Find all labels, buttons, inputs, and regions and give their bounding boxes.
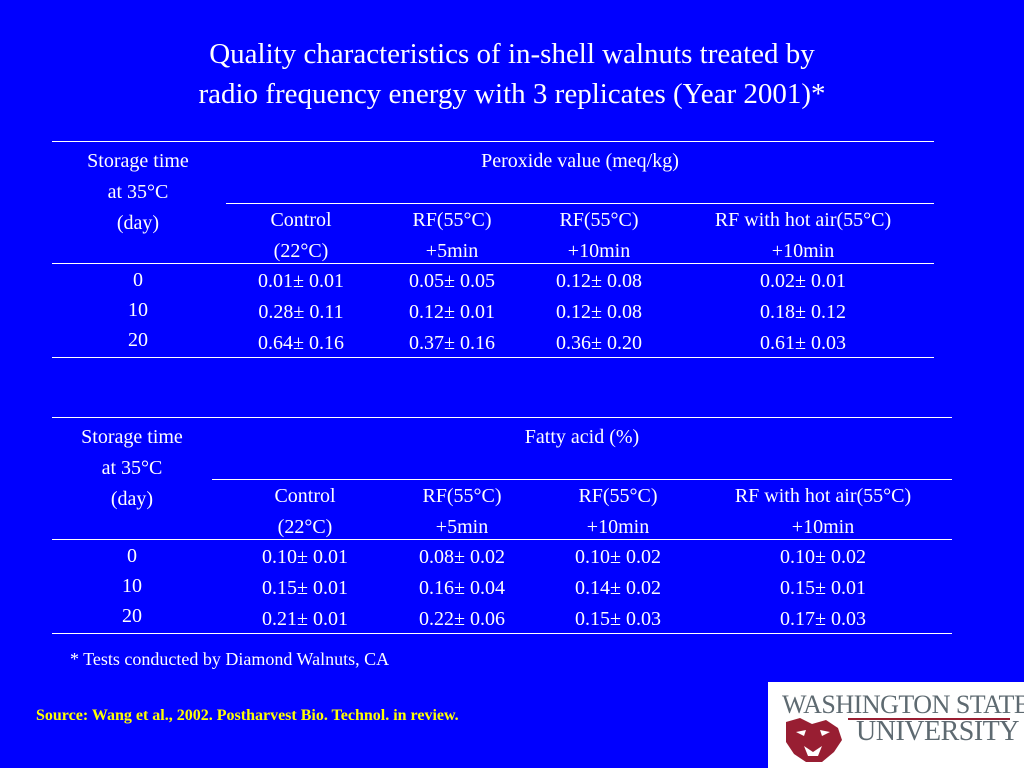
- table-cell: 0.01± 0.01: [258, 270, 344, 292]
- table-rule-top: [52, 417, 952, 418]
- logo-divider: [848, 718, 1010, 720]
- table-cell: 0.22± 0.06: [419, 608, 505, 630]
- table-cell: 0.15± 0.03: [575, 608, 661, 630]
- title-line-1: Quality characteristics of in-shell waln…: [209, 38, 815, 70]
- logo-line-1: WASHINGTON STATE: [782, 690, 1024, 719]
- table-rule-bottom: [52, 357, 934, 358]
- table-cell: 0.16± 0.04: [419, 577, 505, 599]
- column-header-rf-hot-air: RF with hot air(55°C) +10min: [734, 485, 912, 538]
- values-rf-5min: 0.05± 0.05 0.12± 0.01 0.37± 0.16: [387, 266, 517, 359]
- values-rf-10min: 0.12± 0.08 0.12± 0.08 0.36± 0.20: [534, 266, 664, 359]
- table-rule-top: [52, 141, 934, 142]
- column-header-control: Control (22°C): [270, 209, 332, 262]
- column-header-control: Control (22°C): [274, 485, 336, 538]
- logo-line-2: UNIVERSITY: [856, 716, 1020, 747]
- day-column: 0 10 20: [52, 541, 212, 631]
- day-value: 20: [128, 329, 148, 351]
- table-cell: 0.18± 0.12: [760, 301, 846, 323]
- table-cell: 0.10± 0.01: [262, 546, 348, 568]
- slide-title: Quality characteristics of in-shell waln…: [0, 34, 1024, 114]
- group-header: Fatty acid (%): [524, 426, 640, 448]
- day-value: 10: [122, 575, 142, 597]
- day-value: 10: [128, 299, 148, 321]
- table-rule-bottom: [52, 633, 952, 634]
- values-rf-10min: 0.10± 0.02 0.14± 0.02 0.15± 0.03: [553, 542, 683, 635]
- table-rule-group: [226, 203, 934, 204]
- column-header-rf-5min: RF(55°C) +5min: [422, 485, 502, 538]
- column-header-rf-10min: RF(55°C) +10min: [578, 485, 658, 538]
- values-rf-5min: 0.08± 0.02 0.16± 0.04 0.22± 0.06: [397, 542, 527, 635]
- values-rf-hot-air: 0.10± 0.02 0.15± 0.01 0.17± 0.03: [703, 542, 943, 635]
- column-header-rf-10min: RF(55°C) +10min: [559, 209, 639, 262]
- row-header: Storage time at 35°C (day): [87, 150, 189, 234]
- footnote: * Tests conducted by Diamond Walnuts, CA: [70, 649, 390, 669]
- table-cell: 0.12± 0.08: [556, 270, 642, 292]
- wsu-cougar-head-icon: [786, 718, 842, 762]
- column-header-rf-5min: RF(55°C) +5min: [412, 209, 492, 262]
- table-rule-header: [52, 263, 934, 264]
- day-value: 20: [122, 605, 142, 627]
- table-cell: 0.02± 0.01: [760, 270, 846, 292]
- column-header-rf-hot-air: RF with hot air(55°C) +10min: [714, 209, 892, 262]
- table-cell: 0.12± 0.08: [556, 301, 642, 323]
- table-cell: 0.21± 0.01: [262, 608, 348, 630]
- day-value: 0: [127, 545, 137, 567]
- table-cell: 0.28± 0.11: [258, 301, 344, 323]
- source-citation: Source: Wang et al., 2002. Postharvest B…: [36, 707, 459, 724]
- table-cell: 0.15± 0.01: [780, 577, 866, 599]
- table-cell: 0.10± 0.02: [575, 546, 661, 568]
- table-cell: 0.05± 0.05: [409, 270, 495, 292]
- table-cell: 0.10± 0.02: [780, 546, 866, 568]
- table-cell: 0.17± 0.03: [780, 608, 866, 630]
- day-column: 0 10 20: [58, 265, 218, 355]
- day-value: 0: [133, 269, 143, 291]
- row-header: Storage time at 35°C (day): [81, 426, 183, 510]
- values-rf-hot-air: 0.02± 0.01 0.18± 0.12 0.61± 0.03: [683, 266, 923, 359]
- values-control: 0.01± 0.01 0.28± 0.11 0.64± 0.16: [236, 266, 366, 359]
- table-rule-group: [212, 479, 952, 480]
- table-cell: 0.15± 0.01: [262, 577, 348, 599]
- table-cell: 0.14± 0.02: [575, 577, 661, 599]
- table-cell: 0.37± 0.16: [409, 332, 495, 354]
- table-rule-header: [52, 539, 952, 540]
- table-cell: 0.08± 0.02: [419, 546, 505, 568]
- table-cell: 0.61± 0.03: [760, 332, 846, 354]
- group-header: Peroxide value (meq/kg): [481, 150, 679, 172]
- values-control: 0.10± 0.01 0.15± 0.01 0.21± 0.01: [240, 542, 370, 635]
- title-line-2: radio frequency energy with 3 replicates…: [198, 78, 826, 110]
- wsu-logo: WASHINGTON STATE UNIVERSITY: [768, 682, 1024, 768]
- table-cell: 0.36± 0.20: [556, 332, 642, 354]
- table-cell: 0.12± 0.01: [409, 301, 495, 323]
- table-cell: 0.64± 0.16: [258, 332, 344, 354]
